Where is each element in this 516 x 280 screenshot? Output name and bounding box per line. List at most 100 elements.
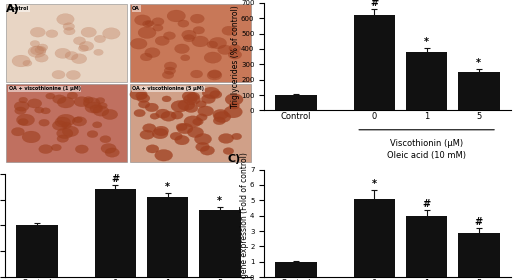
Circle shape	[183, 34, 195, 42]
Circle shape	[193, 27, 204, 34]
Circle shape	[52, 70, 65, 79]
Circle shape	[204, 52, 221, 63]
Circle shape	[105, 148, 119, 157]
Circle shape	[184, 116, 202, 127]
Circle shape	[30, 27, 45, 37]
Circle shape	[57, 114, 75, 126]
Circle shape	[208, 70, 221, 78]
Text: #: #	[370, 0, 379, 8]
Text: OA + viscothionine (1 μM): OA + viscothionine (1 μM)	[9, 86, 80, 91]
Circle shape	[229, 45, 240, 52]
Text: #: #	[475, 217, 483, 227]
Circle shape	[130, 89, 147, 100]
Circle shape	[79, 41, 94, 51]
Circle shape	[35, 107, 44, 113]
Circle shape	[137, 94, 150, 102]
Bar	[130, 4, 251, 82]
Circle shape	[146, 145, 159, 153]
Circle shape	[142, 124, 156, 132]
Circle shape	[167, 10, 185, 22]
Circle shape	[152, 129, 168, 139]
Circle shape	[178, 20, 189, 27]
Y-axis label: Triglycerides (% of control): Triglycerides (% of control)	[231, 5, 239, 108]
Circle shape	[201, 94, 215, 104]
Circle shape	[153, 24, 163, 31]
Circle shape	[140, 53, 152, 61]
Circle shape	[22, 131, 40, 143]
Circle shape	[181, 55, 190, 61]
Circle shape	[19, 97, 28, 103]
Circle shape	[85, 102, 102, 113]
Circle shape	[87, 130, 98, 137]
Circle shape	[222, 26, 236, 35]
Circle shape	[135, 15, 151, 25]
Circle shape	[192, 118, 203, 125]
Circle shape	[140, 130, 154, 139]
Circle shape	[46, 93, 55, 99]
Circle shape	[81, 27, 96, 37]
Y-axis label: FAS gene expression (Fold of control): FAS gene expression (Fold of control)	[239, 152, 249, 280]
Circle shape	[171, 101, 189, 112]
Circle shape	[90, 105, 103, 113]
Circle shape	[176, 123, 187, 130]
Circle shape	[164, 32, 175, 40]
Circle shape	[218, 45, 232, 55]
Circle shape	[213, 109, 228, 120]
Circle shape	[27, 99, 42, 108]
Text: #: #	[423, 199, 431, 209]
Circle shape	[196, 114, 207, 121]
Circle shape	[207, 41, 218, 48]
Circle shape	[187, 92, 200, 101]
Circle shape	[37, 44, 48, 51]
Bar	[353, 199, 395, 277]
Circle shape	[164, 67, 175, 74]
Circle shape	[73, 37, 86, 45]
Circle shape	[17, 114, 35, 126]
Circle shape	[63, 27, 75, 35]
Text: Control: Control	[9, 6, 29, 11]
Text: C): C)	[227, 154, 240, 164]
Circle shape	[223, 148, 234, 155]
Bar	[6, 84, 127, 162]
Circle shape	[83, 97, 100, 108]
Bar	[130, 84, 251, 162]
Circle shape	[182, 30, 196, 39]
Circle shape	[232, 133, 241, 140]
Circle shape	[142, 21, 153, 27]
Circle shape	[57, 97, 74, 108]
Circle shape	[145, 20, 154, 26]
Bar	[276, 95, 317, 110]
Circle shape	[57, 135, 69, 142]
Circle shape	[93, 106, 109, 116]
Bar	[6, 4, 127, 82]
Circle shape	[11, 127, 24, 136]
Circle shape	[74, 97, 89, 107]
Circle shape	[198, 106, 214, 116]
Circle shape	[187, 97, 197, 104]
Circle shape	[94, 35, 106, 43]
Bar	[353, 15, 395, 110]
Text: *: *	[424, 38, 429, 47]
Circle shape	[145, 48, 160, 58]
Bar	[458, 72, 499, 110]
Circle shape	[78, 45, 89, 52]
Bar	[94, 189, 136, 277]
Circle shape	[41, 108, 51, 114]
Circle shape	[177, 123, 193, 134]
Text: *: *	[217, 196, 222, 206]
Circle shape	[138, 101, 150, 108]
Circle shape	[102, 109, 118, 120]
Circle shape	[92, 122, 102, 128]
Circle shape	[182, 91, 197, 101]
Bar	[406, 216, 447, 277]
Circle shape	[100, 136, 111, 143]
Circle shape	[39, 119, 50, 126]
Circle shape	[14, 101, 29, 111]
Circle shape	[101, 143, 116, 153]
Circle shape	[196, 143, 209, 151]
Circle shape	[218, 134, 234, 143]
Bar	[199, 210, 240, 277]
Text: #: #	[111, 174, 120, 184]
Circle shape	[18, 118, 28, 125]
Circle shape	[178, 99, 195, 111]
